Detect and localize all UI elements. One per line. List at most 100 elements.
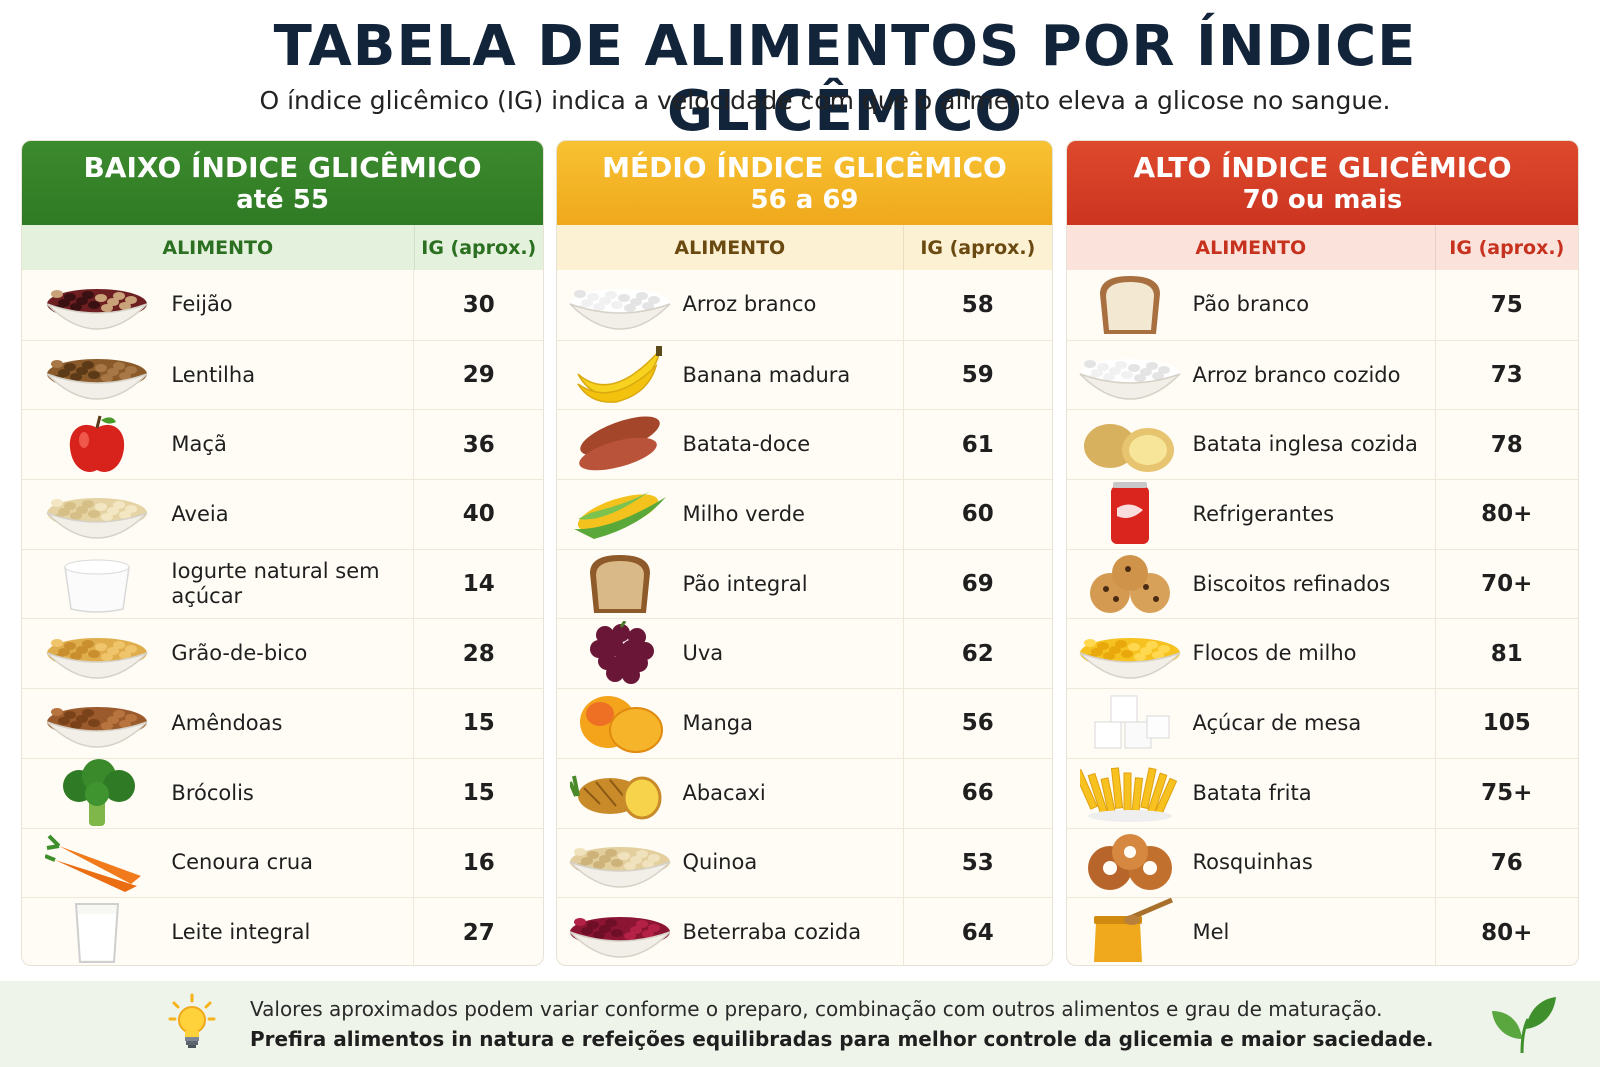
food-ig-value: 61 (902, 410, 1052, 480)
food-name: Cenoura crua (171, 850, 314, 875)
food-ig-value: 75 (1434, 270, 1578, 340)
panel-heading: MÉDIO ÍNDICE GLICÊMICO (602, 151, 1007, 184)
corn-icon (557, 480, 682, 549)
footer-tip: Prefira alimentos in natura e refeições … (250, 1027, 1434, 1051)
table-row: Banana madura 59 (557, 339, 1052, 410)
food-name: Refrigerantes (1192, 501, 1335, 526)
food-name: Leite integral (171, 920, 311, 945)
donuts-icon (1067, 829, 1193, 898)
table-row: Leite integral 27 (22, 897, 543, 965)
food-ig-value: 29 (413, 340, 543, 410)
table-row: Mel 80+ (1067, 897, 1578, 965)
food-ig-value: 76 (1434, 828, 1578, 898)
chickpeas-icon (22, 619, 171, 688)
sugar-cubes-icon (1067, 689, 1193, 758)
food-ig-value: 78 (1434, 410, 1578, 480)
table-row: Amêndoas 15 (22, 688, 543, 758)
table-row: Cenoura crua 16 (22, 827, 543, 898)
quinoa-icon (557, 829, 682, 898)
table-row: Arroz branco 58 (557, 270, 1052, 340)
food-ig-value: 81 (1434, 619, 1578, 689)
food-rows: Arroz branco 58 Banana madura 59 Batata-doce… (557, 270, 1052, 965)
panel-header: ALTO ÍNDICE GLICÊMICO 70 ou mais (1067, 141, 1578, 225)
mango-icon (557, 689, 682, 758)
food-ig-value: 75+ (1434, 758, 1578, 828)
food-name: Batata inglesa cozida (1192, 432, 1418, 457)
almonds-icon (22, 689, 171, 758)
column-header-food: ALIMENTO (1195, 236, 1307, 259)
food-name: Feijão (171, 292, 233, 317)
table-row: Biscoitos refinados 70+ (1067, 548, 1578, 619)
cookies-icon (1067, 550, 1193, 619)
table-row: Batata frita 75+ (1067, 757, 1578, 828)
table-row: Batata-doce 61 (557, 409, 1052, 480)
food-name: Açúcar de mesa (1192, 710, 1362, 735)
food-name: Pão branco (1192, 292, 1310, 317)
pineapple-icon (557, 759, 682, 828)
food-ig-value: 73 (1434, 340, 1578, 410)
page-title: TABELA DE ALIMENTOS POR ÍNDICE GLICÊMICO (273, 14, 1417, 144)
food-name: Milho verde (682, 501, 805, 526)
food-name: Batata-doce (682, 432, 811, 457)
table-row: Uva 62 (557, 618, 1052, 689)
broccoli-icon (22, 759, 171, 828)
food-ig-value: 70+ (1434, 549, 1578, 619)
table-row: Abacaxi 66 (557, 757, 1052, 828)
panel-high-gi: ALTO ÍNDICE GLICÊMICO 70 ou mais ALIMENT… (1066, 140, 1579, 966)
panel-range: até 55 (236, 185, 329, 215)
cooked-rice-icon (1067, 341, 1193, 410)
table-row: Iogurte natural sem açúcar 14 (22, 548, 543, 619)
fries-icon (1067, 759, 1193, 828)
footer-note: Valores aproximados podem variar conform… (0, 981, 1600, 1067)
panel-header: MÉDIO ÍNDICE GLICÊMICO 56 a 69 (557, 141, 1052, 225)
food-name: Banana madura (682, 362, 851, 387)
food-ig-value: 15 (413, 758, 543, 828)
food-ig-value: 15 (413, 689, 543, 758)
food-name: Grão-de-bico (171, 641, 308, 666)
food-ig-value: 56 (902, 689, 1052, 758)
food-ig-value: 40 (413, 480, 543, 549)
column-header-row: ALIMENTO IG (aprox.) (1067, 225, 1578, 270)
food-name: Arroz branco (682, 292, 817, 317)
panel-heading: ALTO ÍNDICE GLICÊMICO (1133, 151, 1512, 184)
table-row: Arroz branco cozido 73 (1067, 339, 1578, 410)
food-ig-value: 58 (902, 270, 1052, 340)
food-name: Flocos de milho (1192, 641, 1357, 666)
panel-low-gi: BAIXO ÍNDICE GLICÊMICO até 55 ALIMENTO I… (21, 140, 544, 966)
table-row: Milho verde 60 (557, 479, 1052, 549)
food-ig-value: 60 (902, 480, 1052, 549)
column-header-food: ALIMENTO (162, 236, 274, 259)
column-header-ig: IG (aprox.) (413, 225, 544, 270)
food-ig-value: 64 (902, 898, 1052, 965)
food-name: Batata frita (1192, 780, 1312, 805)
potato-icon (1067, 410, 1193, 479)
white-bread-icon (1067, 270, 1193, 340)
table-row: Quinoa 53 (557, 827, 1052, 898)
food-ig-value: 62 (902, 619, 1052, 689)
column-header-row: ALIMENTO IG (aprox.) (22, 225, 543, 270)
table-row: Refrigerantes 80+ (1067, 479, 1578, 549)
panel-range: 70 ou mais (1242, 185, 1403, 215)
food-name: Quinoa (682, 850, 758, 875)
food-ig-value: 69 (902, 549, 1052, 619)
food-name: Biscoitos refinados (1192, 571, 1391, 596)
beans-icon (22, 270, 171, 340)
table-row: Brócolis 15 (22, 757, 543, 828)
grapes-icon (557, 619, 682, 688)
table-row: Feijão 30 (22, 270, 543, 340)
sweet-potato-icon (557, 410, 682, 479)
table-row: Açúcar de mesa 105 (1067, 688, 1578, 758)
food-name: Arroz branco cozido (1192, 362, 1401, 387)
page-subtitle: O índice glicêmico (IG) indica a velocid… (259, 86, 1391, 115)
food-ig-value: 30 (413, 270, 543, 340)
food-name: Iogurte natural sem açúcar (171, 559, 380, 609)
food-ig-value: 80+ (1434, 480, 1578, 549)
lentils-icon (22, 341, 171, 410)
table-row: Grão-de-bico 28 (22, 618, 543, 689)
food-name: Aveia (171, 501, 229, 526)
oats-icon (22, 480, 171, 549)
table-row: Manga 56 (557, 688, 1052, 758)
honey-icon (1067, 897, 1193, 965)
food-ig-value: 53 (902, 828, 1052, 898)
food-name: Pão integral (682, 571, 808, 596)
